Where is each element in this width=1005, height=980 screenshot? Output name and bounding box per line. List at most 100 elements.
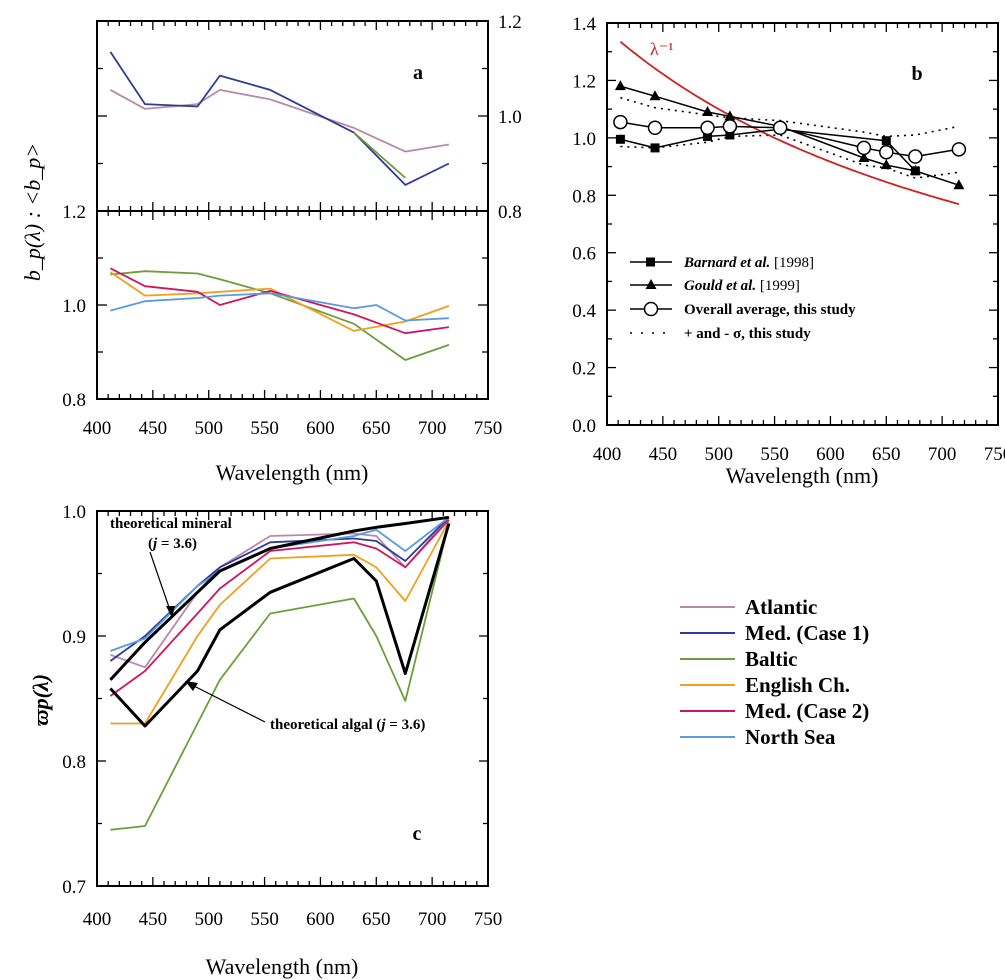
data-point-overall [647,120,663,136]
x-tick-label: 550 [250,418,279,439]
data-point-overall [879,144,894,160]
legend-label: Barnard et al. [1998] [683,255,814,271]
data-point-overall [613,114,628,130]
y-tick-label: 0.8 [572,186,596,207]
y-tick-label: 0.6 [572,244,596,265]
panel-a: 400 450 500 550 600 650 700 750 1.2 1.0 0.8 1.2 1.0 0… [20,12,522,485]
data-point-overall [951,142,967,157]
series-line-med-case-2- [109,267,450,335]
data-point-overall [700,120,715,136]
annotation-mineral: theoretical mineral [110,516,232,532]
y-tick-label: 0.2 [572,359,596,380]
legend-label: + and - σ, this study [684,326,811,342]
x-tick-label: 450 [139,418,168,439]
data-point-gould [702,106,714,117]
data-point-barnard [703,131,713,141]
panel-label: c [413,823,422,845]
panel-b: 400 450 500 550 600 650 700 750 0.0 0.2 0.4 0.6 0.8 1… [572,14,1005,488]
y-axis-label: b_p(λ) : <b_p> [20,143,45,281]
y-axis-label: ϖp(λ) [28,674,53,726]
x-tick-label: 400 [83,909,112,930]
data-point-overall [908,149,923,164]
data-point-barnard [650,143,660,153]
y-tick-label: 1.0 [62,296,86,317]
data-point-gould [614,80,626,91]
annotation-arrow [189,683,266,723]
x-axis-label: Wavelength (nm) [726,463,879,488]
annotation-arrowhead [185,681,198,691]
legend-label: North Sea [745,725,836,749]
x-tick-label: 650 [362,418,391,439]
x-tick-label: 450 [649,444,678,465]
data-point-barnard [881,136,891,146]
legend-swatch-square [646,257,655,267]
y-tick-label: 0.9 [62,627,86,648]
panel-c: 400 450 500 550 600 650 700 750 0.7 0.8 0.9 1.0 theo… [28,502,502,979]
legend-label: Overall average, this study [684,302,856,318]
series-line-atlantic [109,89,450,153]
x-tick-label: 650 [362,909,391,930]
data-point-barnard [615,134,625,144]
series-line-theoretical-algal [109,523,451,728]
panel-label: a [413,62,423,84]
legend-label: English Ch. [745,673,850,697]
data-point-overall [856,140,872,156]
x-tick-label: 500 [704,444,733,465]
legend-swatch-triangle [645,279,657,289]
data-point-gould [953,179,965,190]
x-tick-label: 400 [83,418,112,439]
y-tick-label: 1.4 [572,14,596,35]
annotation-arrowhead [166,606,175,618]
legend-label: Med. (Case 2) [745,699,869,723]
legend-swatch-circle [643,301,659,317]
annotation-mineral-j: (j = 3.6) [148,536,197,552]
y-tick-label: 1.2 [62,202,86,223]
y-tick-label: 0.8 [62,752,86,773]
data-point-gould [649,90,661,101]
x-tick-label: 700 [928,444,957,465]
x-tick-label: 600 [306,418,335,439]
x-tick-label: 500 [194,418,223,439]
series-line-theoretical-mineral [109,515,450,681]
y-tick-label: 1.2 [498,12,522,33]
y-tick-label: 1.0 [498,107,522,128]
y-tick-label: 0.0 [572,416,596,437]
series-line-english-ch- [110,520,450,725]
x-tick-label: 750 [474,909,503,930]
data-point-gould [909,164,921,175]
x-tick-label: 650 [872,444,901,465]
data-point-gould [880,159,892,170]
series-line-overall [620,121,960,158]
x-tick-label: 550 [760,444,789,465]
legend-label: Med. (Case 1) [745,621,869,645]
series-line-north-sea [110,292,449,322]
x-tick-label: 700 [418,909,447,930]
y-tick-label: 0.7 [62,877,86,898]
data-point-overall [722,119,738,134]
plot-frame [606,22,999,426]
annotation-arrow [149,551,173,617]
x-tick-label: 450 [139,909,168,930]
series-line-lambda-inverse [619,40,960,205]
series-line-baltic [110,270,450,361]
series-line-baltic [353,131,406,179]
legend-label: Baltic [745,647,798,671]
legend-label: Gould et al. [1999] [684,278,800,294]
y-tick-label: 0.4 [572,301,596,322]
x-tick-label: 550 [250,909,279,930]
annotation-algal: theoretical algal (j = 3.6) [270,717,425,733]
series-line-english-ch- [109,271,450,332]
x-tick-label: 700 [418,418,447,439]
x-axis-label: Wavelength (nm) [216,460,369,485]
series-line-baltic [110,523,450,831]
series-line-med-case-1- [109,516,450,662]
x-tick-label: 400 [593,444,622,465]
data-point-barnard [725,130,735,140]
data-point-gould [858,151,870,162]
x-tick-label: 750 [984,444,1005,465]
curve-label-lambda: λ⁻¹ [650,39,674,59]
x-tick-label: 750 [474,418,503,439]
y-tick-label: 0.8 [498,202,522,223]
